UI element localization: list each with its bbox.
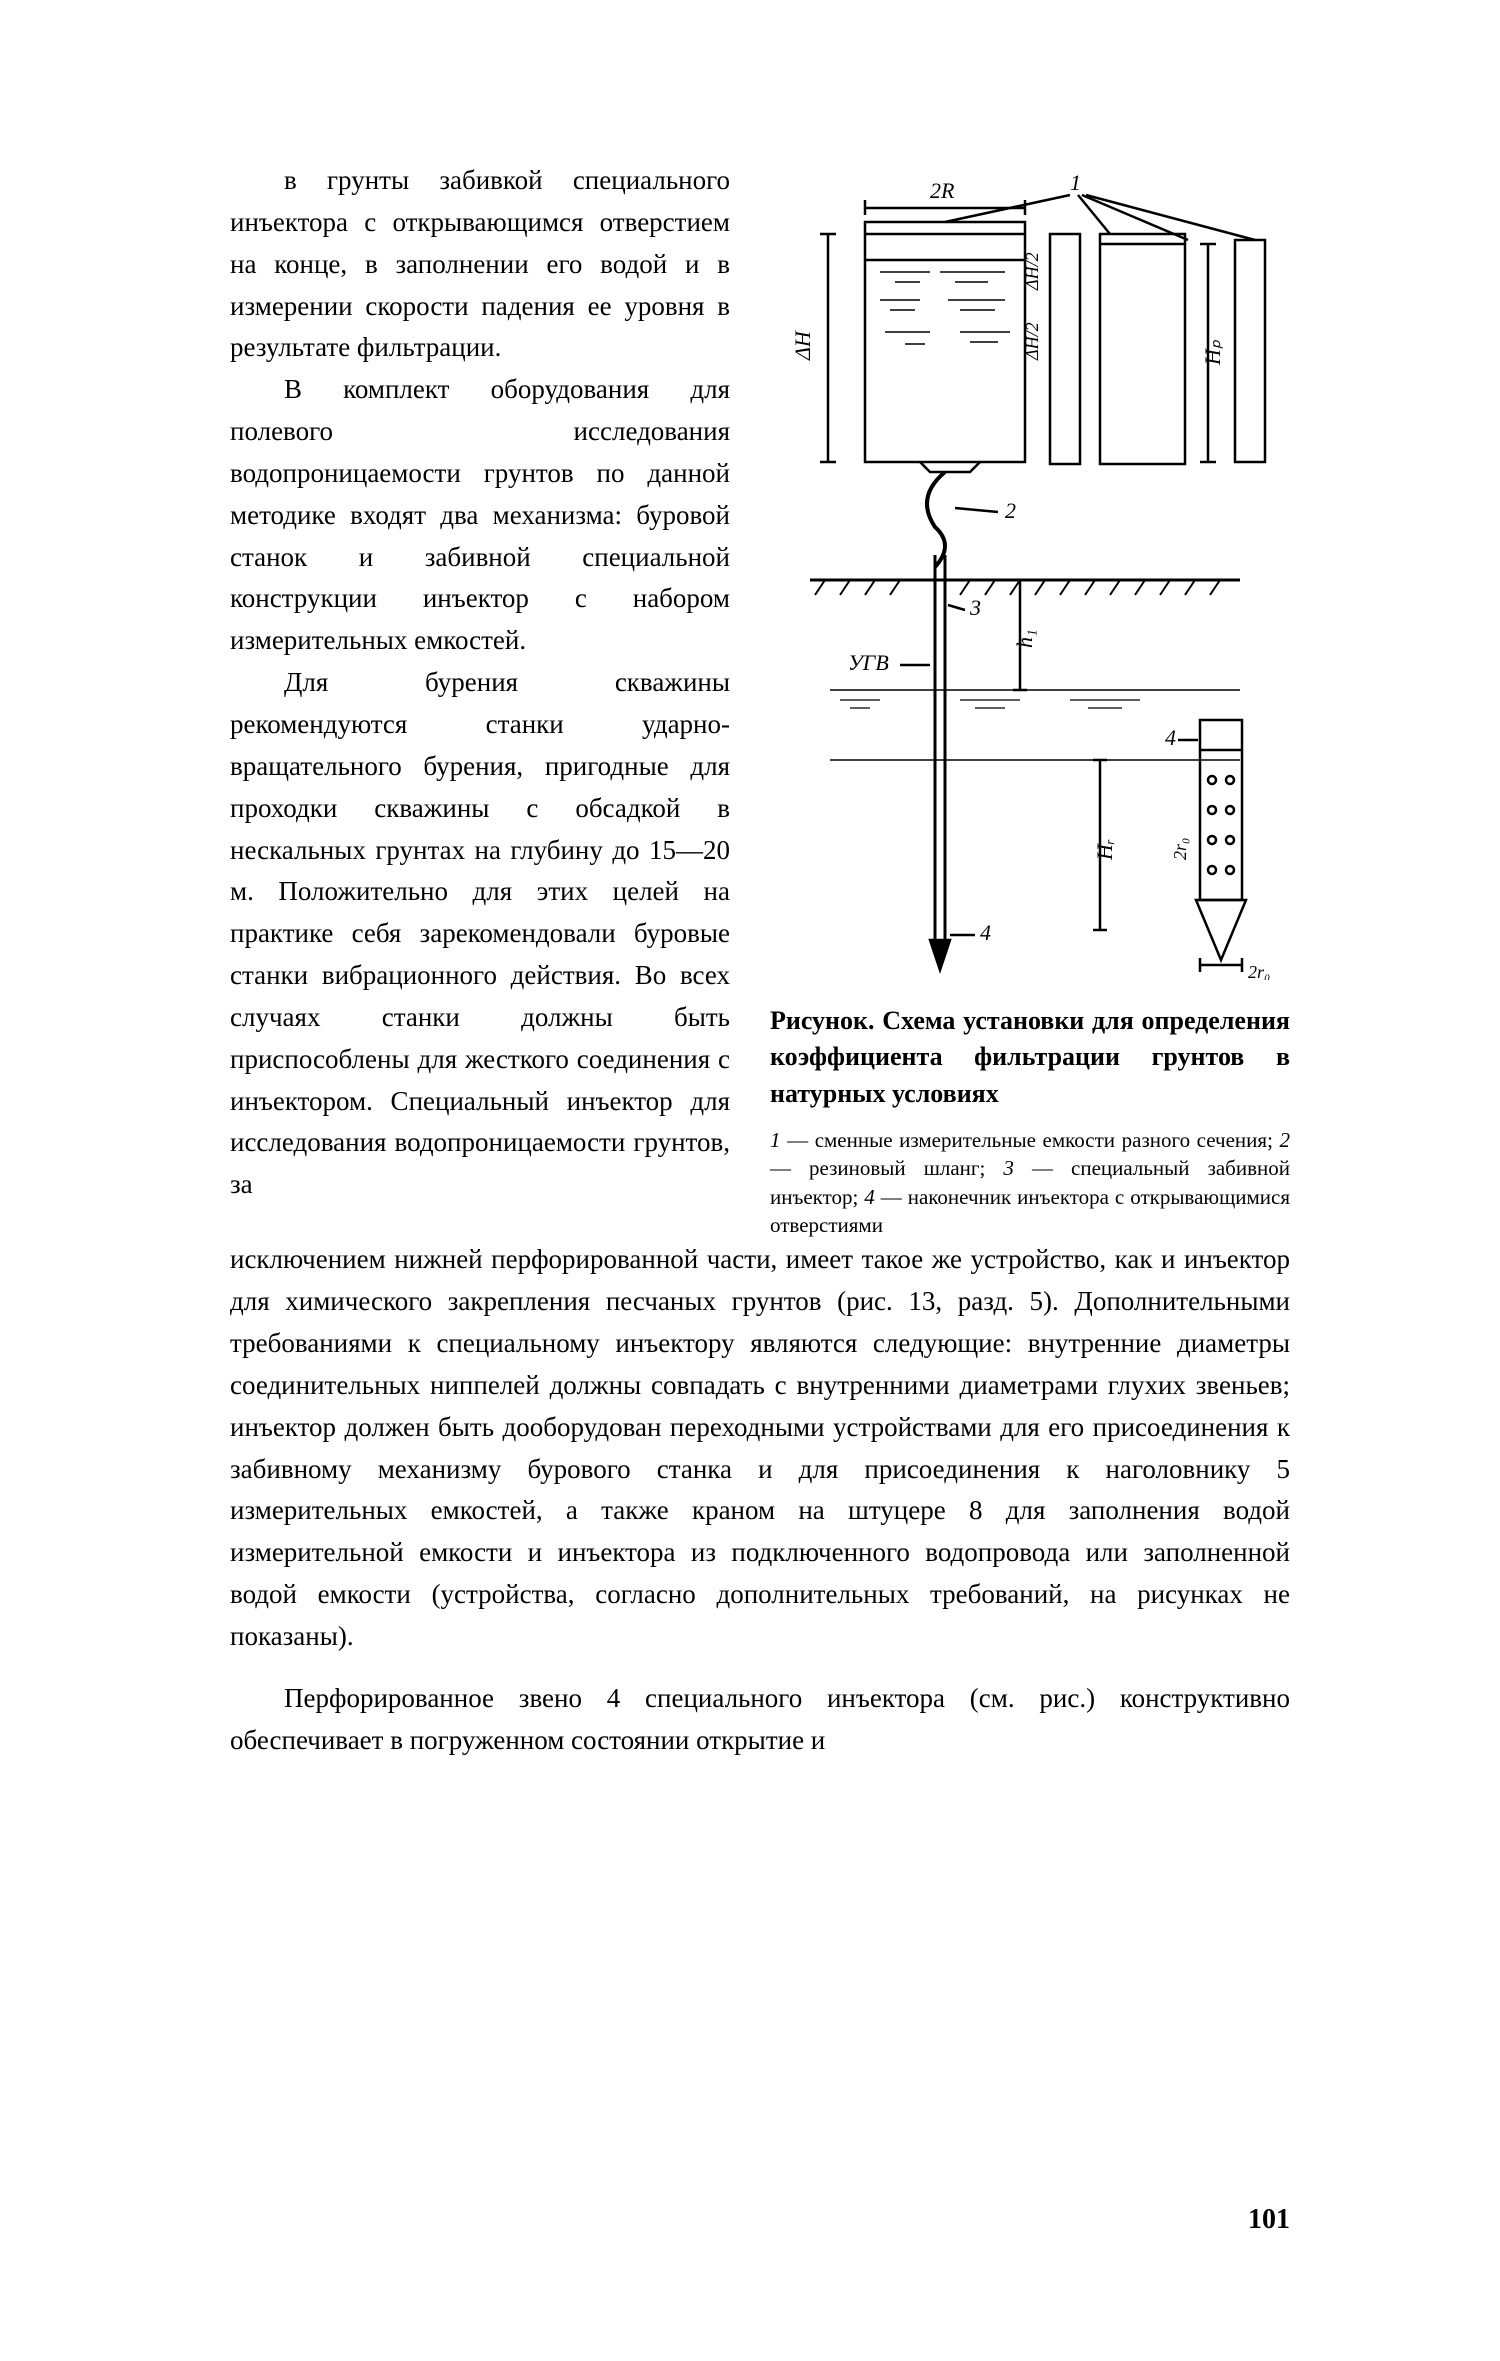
lbl-4b: 4 <box>1165 725 1176 750</box>
lbl-dH: ΔH <box>790 330 815 361</box>
lbl-ugv: УГВ <box>848 650 889 675</box>
lbl-hr: Hᵣ <box>1092 839 1117 861</box>
lbl-hp: Hₚ <box>1200 339 1225 366</box>
lbl-dH2b: ΔH/2 <box>1022 252 1042 291</box>
lbl-dH2a: ΔH/2 <box>1022 322 1042 361</box>
para-4: исключением нижней перфорированной части… <box>230 1239 1290 1657</box>
lbl-2r0b: 2r₀ <box>1248 962 1270 980</box>
lbl-2: 2 <box>1005 498 1016 523</box>
lbl-3: 3 <box>969 595 981 620</box>
lbl-4a: 4 <box>980 920 991 945</box>
figure: 2R 1 <box>770 160 1290 1239</box>
figure-caption: Рисунок. Схема установки для определения… <box>770 1003 1290 1112</box>
para-2: В комплект оборудования для полевого исс… <box>230 369 730 662</box>
para-1: в грунты забивкой специального инъектора… <box>230 160 730 369</box>
figure-svg: 2R 1 <box>770 160 1290 980</box>
para-5: Перфорированное звено 4 специального инъ… <box>230 1678 1290 1762</box>
lbl-1: 1 <box>1070 170 1081 195</box>
lbl-2R: 2R <box>930 178 955 203</box>
page-number: 101 <box>1248 2198 1290 2241</box>
lbl-h1: h₁ <box>1012 629 1037 648</box>
lbl-2r0a: 2r₀ <box>1170 838 1190 860</box>
figure-legend: 1 — сменные измерительные емкости разног… <box>770 1126 1290 1239</box>
para-3: Для бурения скважины рекомендуются станк… <box>230 662 730 1206</box>
